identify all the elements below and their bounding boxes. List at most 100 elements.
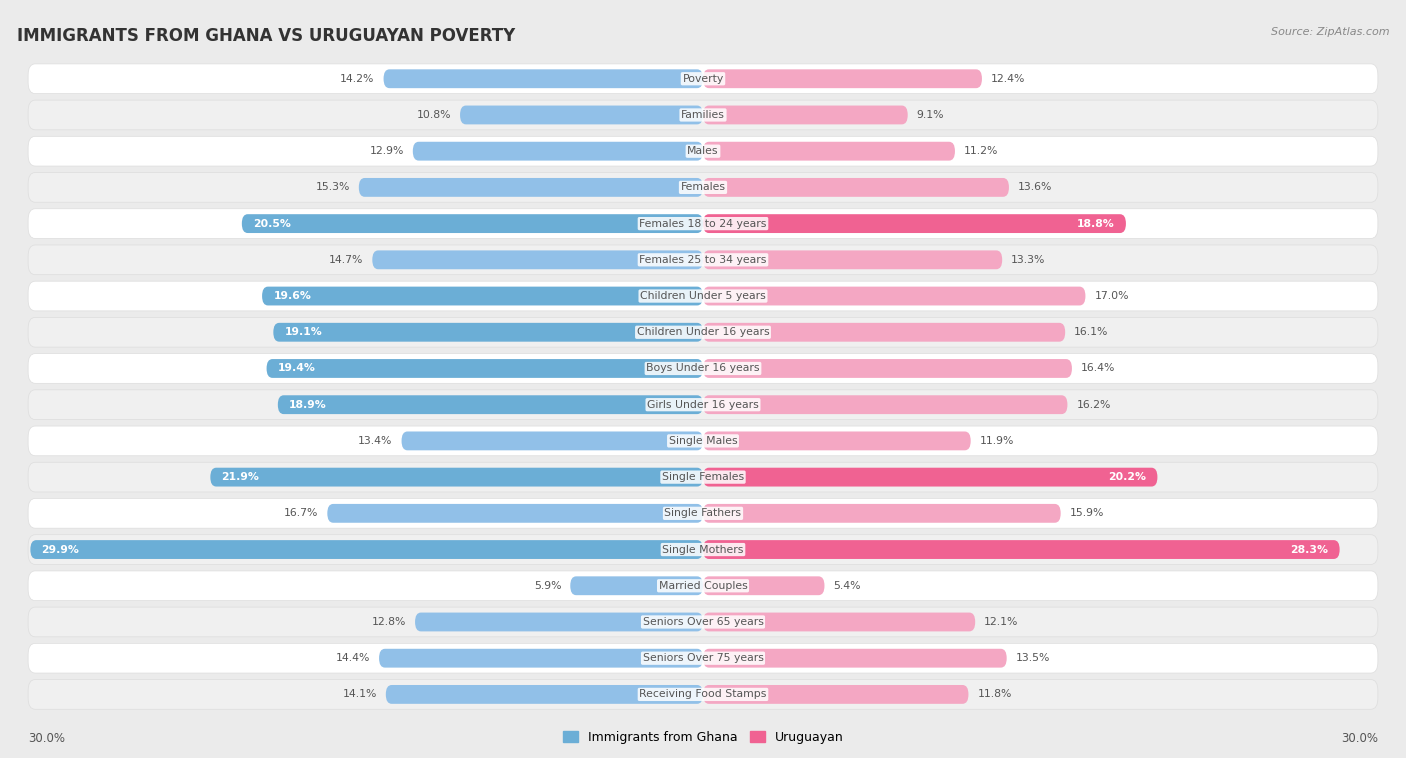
FancyBboxPatch shape: [28, 354, 1378, 384]
FancyBboxPatch shape: [380, 649, 703, 668]
Text: 11.9%: 11.9%: [980, 436, 1014, 446]
Text: 14.7%: 14.7%: [329, 255, 363, 265]
FancyBboxPatch shape: [267, 359, 703, 378]
FancyBboxPatch shape: [359, 178, 703, 197]
FancyBboxPatch shape: [28, 499, 1378, 528]
Text: 16.4%: 16.4%: [1081, 364, 1115, 374]
FancyBboxPatch shape: [385, 685, 703, 704]
FancyBboxPatch shape: [28, 680, 1378, 709]
FancyBboxPatch shape: [28, 173, 1378, 202]
FancyBboxPatch shape: [703, 323, 1066, 342]
Text: 18.8%: 18.8%: [1077, 218, 1115, 229]
Text: 13.3%: 13.3%: [1011, 255, 1046, 265]
Text: Children Under 16 years: Children Under 16 years: [637, 327, 769, 337]
FancyBboxPatch shape: [703, 576, 824, 595]
Text: 11.2%: 11.2%: [965, 146, 998, 156]
Text: 16.2%: 16.2%: [1077, 399, 1111, 409]
Text: 17.0%: 17.0%: [1094, 291, 1129, 301]
Text: Females: Females: [681, 183, 725, 193]
FancyBboxPatch shape: [28, 607, 1378, 637]
Legend: Immigrants from Ghana, Uruguayan: Immigrants from Ghana, Uruguayan: [558, 725, 848, 749]
Text: 30.0%: 30.0%: [1341, 732, 1378, 745]
FancyBboxPatch shape: [28, 318, 1378, 347]
Text: 14.4%: 14.4%: [336, 653, 370, 663]
FancyBboxPatch shape: [373, 250, 703, 269]
Text: Children Under 5 years: Children Under 5 years: [640, 291, 766, 301]
Text: 18.9%: 18.9%: [290, 399, 326, 409]
Text: Source: ZipAtlas.com: Source: ZipAtlas.com: [1271, 27, 1389, 36]
FancyBboxPatch shape: [384, 69, 703, 88]
FancyBboxPatch shape: [28, 64, 1378, 93]
FancyBboxPatch shape: [28, 100, 1378, 130]
Text: 10.8%: 10.8%: [416, 110, 451, 120]
FancyBboxPatch shape: [28, 644, 1378, 673]
Text: Single Females: Single Females: [662, 472, 744, 482]
FancyBboxPatch shape: [31, 540, 703, 559]
FancyBboxPatch shape: [703, 178, 1010, 197]
FancyBboxPatch shape: [28, 426, 1378, 456]
Text: 12.4%: 12.4%: [991, 74, 1025, 83]
FancyBboxPatch shape: [328, 504, 703, 523]
FancyBboxPatch shape: [703, 105, 908, 124]
FancyBboxPatch shape: [703, 504, 1060, 523]
Text: 13.5%: 13.5%: [1015, 653, 1050, 663]
FancyBboxPatch shape: [28, 534, 1378, 565]
FancyBboxPatch shape: [703, 215, 1126, 233]
Text: Single Fathers: Single Fathers: [665, 509, 741, 518]
Text: 16.7%: 16.7%: [284, 509, 318, 518]
Text: 20.5%: 20.5%: [253, 218, 291, 229]
FancyBboxPatch shape: [703, 395, 1067, 414]
Text: Single Males: Single Males: [669, 436, 737, 446]
Text: Girls Under 16 years: Girls Under 16 years: [647, 399, 759, 409]
Text: Poverty: Poverty: [682, 74, 724, 83]
FancyBboxPatch shape: [571, 576, 703, 595]
Text: 15.3%: 15.3%: [315, 183, 350, 193]
Text: 9.1%: 9.1%: [917, 110, 945, 120]
FancyBboxPatch shape: [262, 287, 703, 305]
Text: Females 18 to 24 years: Females 18 to 24 years: [640, 218, 766, 229]
FancyBboxPatch shape: [211, 468, 703, 487]
FancyBboxPatch shape: [28, 208, 1378, 239]
FancyBboxPatch shape: [703, 431, 970, 450]
FancyBboxPatch shape: [703, 685, 969, 704]
FancyBboxPatch shape: [460, 105, 703, 124]
Text: Married Couples: Married Couples: [658, 581, 748, 590]
FancyBboxPatch shape: [28, 571, 1378, 600]
Text: 14.2%: 14.2%: [340, 74, 374, 83]
Text: Seniors Over 65 years: Seniors Over 65 years: [643, 617, 763, 627]
FancyBboxPatch shape: [402, 431, 703, 450]
Text: 21.9%: 21.9%: [222, 472, 260, 482]
FancyBboxPatch shape: [28, 136, 1378, 166]
Text: 12.8%: 12.8%: [371, 617, 406, 627]
FancyBboxPatch shape: [28, 462, 1378, 492]
FancyBboxPatch shape: [273, 323, 703, 342]
Text: 12.1%: 12.1%: [984, 617, 1018, 627]
Text: 14.1%: 14.1%: [343, 690, 377, 700]
Text: 5.9%: 5.9%: [534, 581, 561, 590]
FancyBboxPatch shape: [703, 69, 981, 88]
Text: Families: Families: [681, 110, 725, 120]
Text: IMMIGRANTS FROM GHANA VS URUGUAYAN POVERTY: IMMIGRANTS FROM GHANA VS URUGUAYAN POVER…: [17, 27, 515, 45]
Text: Boys Under 16 years: Boys Under 16 years: [647, 364, 759, 374]
FancyBboxPatch shape: [413, 142, 703, 161]
Text: 30.0%: 30.0%: [28, 732, 65, 745]
Text: 29.9%: 29.9%: [42, 544, 80, 555]
FancyBboxPatch shape: [703, 612, 976, 631]
Text: Seniors Over 75 years: Seniors Over 75 years: [643, 653, 763, 663]
Text: 13.4%: 13.4%: [359, 436, 392, 446]
FancyBboxPatch shape: [703, 468, 1157, 487]
FancyBboxPatch shape: [242, 215, 703, 233]
Text: 28.3%: 28.3%: [1291, 544, 1329, 555]
Text: Single Mothers: Single Mothers: [662, 544, 744, 555]
FancyBboxPatch shape: [415, 612, 703, 631]
Text: 19.6%: 19.6%: [273, 291, 311, 301]
FancyBboxPatch shape: [703, 540, 1340, 559]
Text: Males: Males: [688, 146, 718, 156]
FancyBboxPatch shape: [28, 390, 1378, 419]
Text: 11.8%: 11.8%: [977, 690, 1012, 700]
Text: 13.6%: 13.6%: [1018, 183, 1052, 193]
FancyBboxPatch shape: [703, 649, 1007, 668]
Text: 19.4%: 19.4%: [278, 364, 316, 374]
Text: 20.2%: 20.2%: [1108, 472, 1146, 482]
Text: Females 25 to 34 years: Females 25 to 34 years: [640, 255, 766, 265]
